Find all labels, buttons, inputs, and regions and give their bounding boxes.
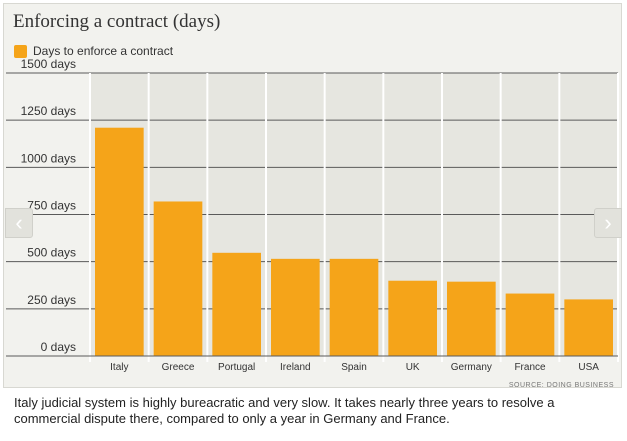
y-tick-label: 1500 days: [21, 57, 76, 71]
y-tick-label: 750 days: [27, 199, 76, 213]
next-chart-button[interactable]: ›: [594, 208, 622, 238]
bar-portugal: [212, 252, 261, 356]
x-tick-label: Portugal: [218, 362, 255, 373]
x-tick-label: France: [514, 362, 546, 373]
source-note: SOURCE: DOING BUSINESS: [509, 382, 614, 389]
bar-italy: [95, 127, 144, 356]
chevron-right-icon: ›: [604, 210, 612, 235]
bar-germany: [447, 281, 496, 356]
x-tick-label: UK: [406, 362, 420, 373]
bar-greece: [153, 201, 203, 356]
y-tick-label: 250 days: [27, 293, 76, 307]
chart-title: Enforcing a contract (days): [13, 11, 221, 32]
bar-usa: [564, 299, 613, 356]
bar-france: [505, 293, 555, 356]
chart-legend: Days to enforce a contract: [14, 44, 173, 58]
y-tick-label: 1250 days: [21, 104, 76, 118]
chart-caption: Italy judicial system is highly bureacra…: [14, 395, 555, 426]
bar-spain: [329, 258, 379, 356]
chevron-left-icon: ‹: [15, 210, 23, 235]
x-tick-label: USA: [578, 362, 599, 373]
bar-uk: [388, 280, 437, 356]
x-tick-label: Ireland: [280, 362, 311, 373]
x-tick-label: Greece: [162, 362, 195, 373]
y-tick-label: 0 days: [41, 340, 76, 354]
y-tick-label: 500 days: [27, 246, 76, 260]
x-tick-label: Italy: [110, 362, 128, 373]
y-tick-label: 1000 days: [21, 151, 76, 165]
legend-swatch: [14, 44, 27, 58]
legend-label: Days to enforce a contract: [33, 44, 174, 58]
x-tick-label: Germany: [451, 362, 492, 373]
prev-chart-button[interactable]: ‹: [5, 208, 33, 238]
x-tick-label: Spain: [341, 362, 367, 373]
bar-ireland: [271, 258, 320, 356]
